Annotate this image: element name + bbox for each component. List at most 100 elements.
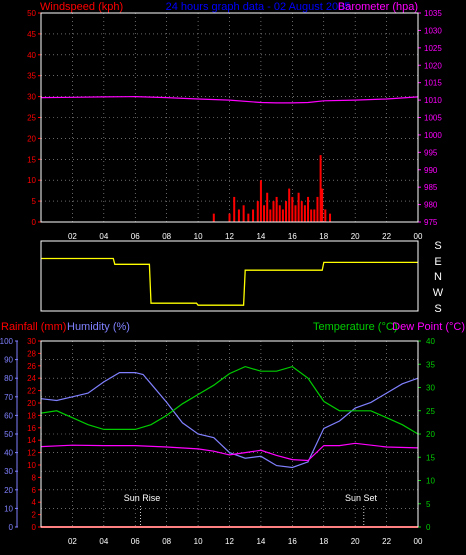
rainfall-tick-label: 16 [27,424,36,433]
temperature-axis-label: Temperature (°C) [313,321,397,333]
windspeed-bar [256,201,259,222]
windspeed-bar [307,196,310,222]
dewpoint-line [40,442,419,462]
direction-plot-frame [40,240,419,312]
humidity-tick-label: 60 [4,411,13,420]
rainfall-tick-label: 14 [27,436,36,445]
windspeed-tick-label: 10 [27,176,36,185]
bottom-x-tick-label: 14 [256,537,265,546]
top-x-tick-label: 04 [99,232,108,241]
windspeed-bar [316,196,319,222]
top-x-tick-label: 22 [382,232,391,241]
bottom-x-tick-label: 00 [414,537,423,546]
humidity-tick-label: 30 [4,467,13,476]
barometer-tick-label: 980 [424,201,438,210]
bottom-x-tick-label: 12 [225,537,234,546]
rainfall-tick-label: 10 [27,461,36,470]
top-x-tick-label: 12 [225,232,234,241]
top-x-tick-label: 00 [414,232,423,241]
windspeed-bar [259,180,262,222]
windspeed-bar [281,209,284,222]
windspeed-bar [310,209,313,222]
windspeed-axis-label: Windspeed (kph) [40,1,123,13]
rainfall-axis-label: Rainfall (mm) [1,321,66,333]
humidity-tick-label: 10 [4,504,13,513]
windspeed-bar [252,209,255,222]
temperature-tick-label: 0 [426,523,431,532]
windspeed-bar [329,213,332,222]
temperature-tick-label: 10 [426,477,435,486]
top-x-tick-label: 02 [68,232,77,241]
temperature-tick-label: 5 [426,500,431,509]
barometer-tick-label: 985 [424,183,438,192]
humidity-tick-label: 70 [4,393,13,402]
wind-direction-line [41,257,418,306]
top-x-tick-label: 06 [131,232,140,241]
top-x-tick-label: 16 [288,232,297,241]
windspeed-bar [269,209,272,222]
barometer-tick-label: 1000 [424,131,442,140]
rainfall-tick-label: 18 [27,411,36,420]
top-x-tick-label: 10 [194,232,203,241]
sunset-label: Sun Set [345,493,378,503]
windspeed-bar [272,201,275,222]
bottom-x-tick-label: 04 [99,537,108,546]
windspeed-tick-label: 45 [27,30,36,39]
barometer-tick-label: 1025 [424,44,442,53]
temperature-tick-label: 35 [426,360,435,369]
windspeed-bar [291,196,294,222]
top-x-tick-label: 18 [319,232,328,241]
windspeed-bar [233,196,236,222]
bottom-x-tick-label: 06 [131,537,140,546]
rainfall-tick-label: 12 [27,449,36,458]
barometer-axis-label: Barometer (hpa) [338,1,418,13]
windspeed-bar [297,192,300,222]
windspeed-bar [319,155,322,222]
rainfall-tick-label: 28 [27,349,36,358]
windspeed-bar [237,209,240,222]
temperature-tick-label: 20 [426,430,435,439]
windspeed-bar [321,188,324,222]
windspeed-tick-label: 30 [27,93,36,102]
windspeed-tick-label: 35 [27,72,36,81]
barometer-line [40,95,419,104]
windspeed-bar [324,209,327,222]
humidity-tick-label: 80 [4,374,13,383]
top-x-tick-label: 20 [351,232,360,241]
rainfall-tick-label: 30 [27,337,36,346]
humidity-tick-label: 0 [9,523,14,532]
humidity-tick-label: 100 [0,337,14,346]
barometer-tick-label: 1005 [424,114,442,123]
temperature-tick-label: 40 [426,337,435,346]
windspeed-bar [212,213,215,222]
barometer-tick-label: 1010 [424,96,442,105]
bottom-x-tick-label: 22 [382,537,391,546]
windspeed-bar [278,205,281,222]
rainfall-tick-label: 26 [27,362,36,371]
temperature-line [40,365,419,435]
barometer-tick-label: 975 [424,218,438,227]
windspeed-tick-label: 5 [32,197,37,206]
sunrise-label: Sun Rise [124,493,161,503]
lower-plot-frame [40,340,419,528]
windspeed-bar [288,188,291,222]
rainfall-tick-label: 24 [27,374,36,383]
top-plot-frame [40,12,419,223]
barometer-tick-label: 995 [424,148,438,157]
bottom-x-tick-label: 16 [288,537,297,546]
barometer-tick-label: 990 [424,166,438,175]
windspeed-bar [303,205,306,222]
direction-label-s-top: S [434,240,441,252]
windspeed-bar [313,209,316,222]
temperature-tick-label: 15 [426,453,435,462]
bottom-x-tick-label: 18 [319,537,328,546]
rainfall-tick-label: 8 [32,473,37,482]
windspeed-bar [242,205,245,222]
barometer-tick-label: 1035 [424,9,442,18]
windspeed-tick-label: 0 [32,218,37,227]
temperature-tick-label: 30 [426,384,435,393]
windspeed-tick-label: 40 [27,51,36,60]
windspeed-bar [263,205,266,222]
rainfall-tick-label: 4 [32,498,37,507]
